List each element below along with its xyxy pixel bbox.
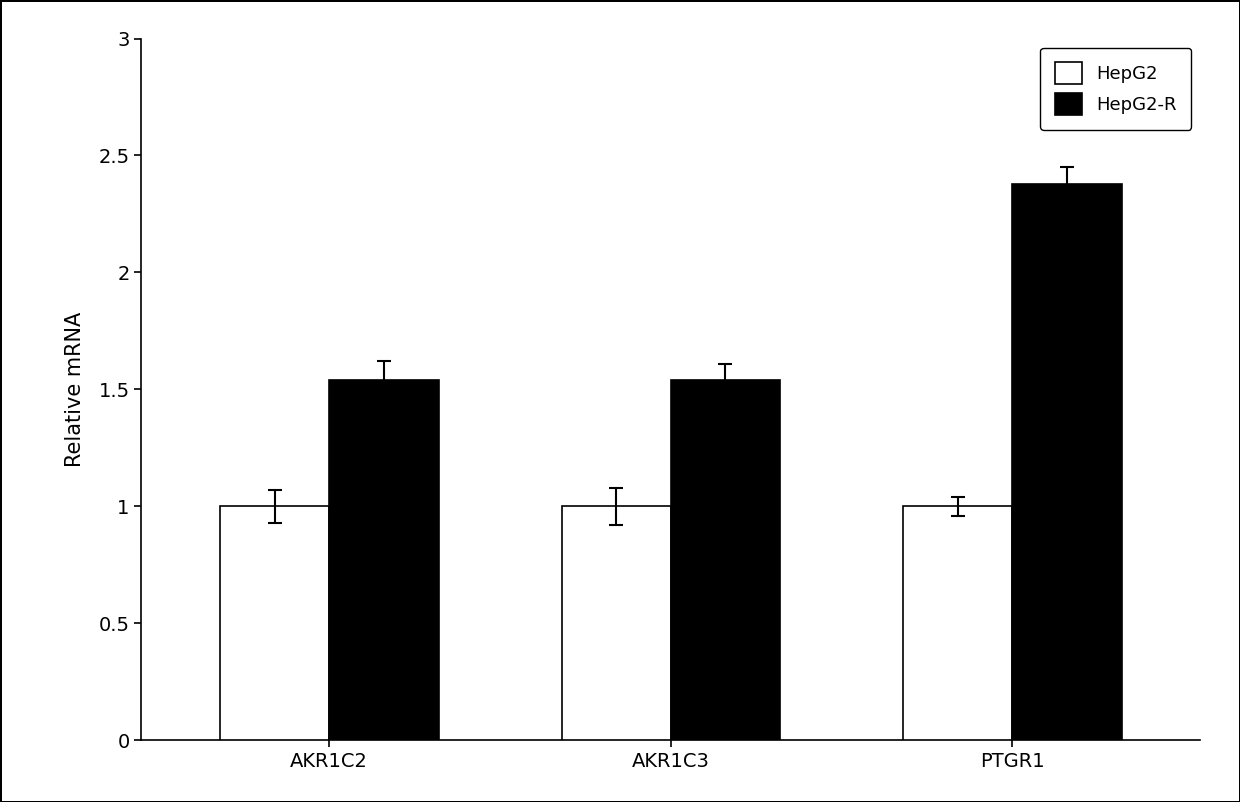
Bar — [671, 380, 780, 740]
Bar — [219, 506, 330, 740]
Bar — [330, 380, 439, 740]
Bar — [562, 506, 671, 740]
Bar — [1012, 184, 1122, 740]
Y-axis label: Relative mRNA: Relative mRNA — [64, 312, 84, 467]
Bar — [903, 506, 1012, 740]
Legend: HepG2, HepG2-R: HepG2, HepG2-R — [1040, 47, 1192, 130]
